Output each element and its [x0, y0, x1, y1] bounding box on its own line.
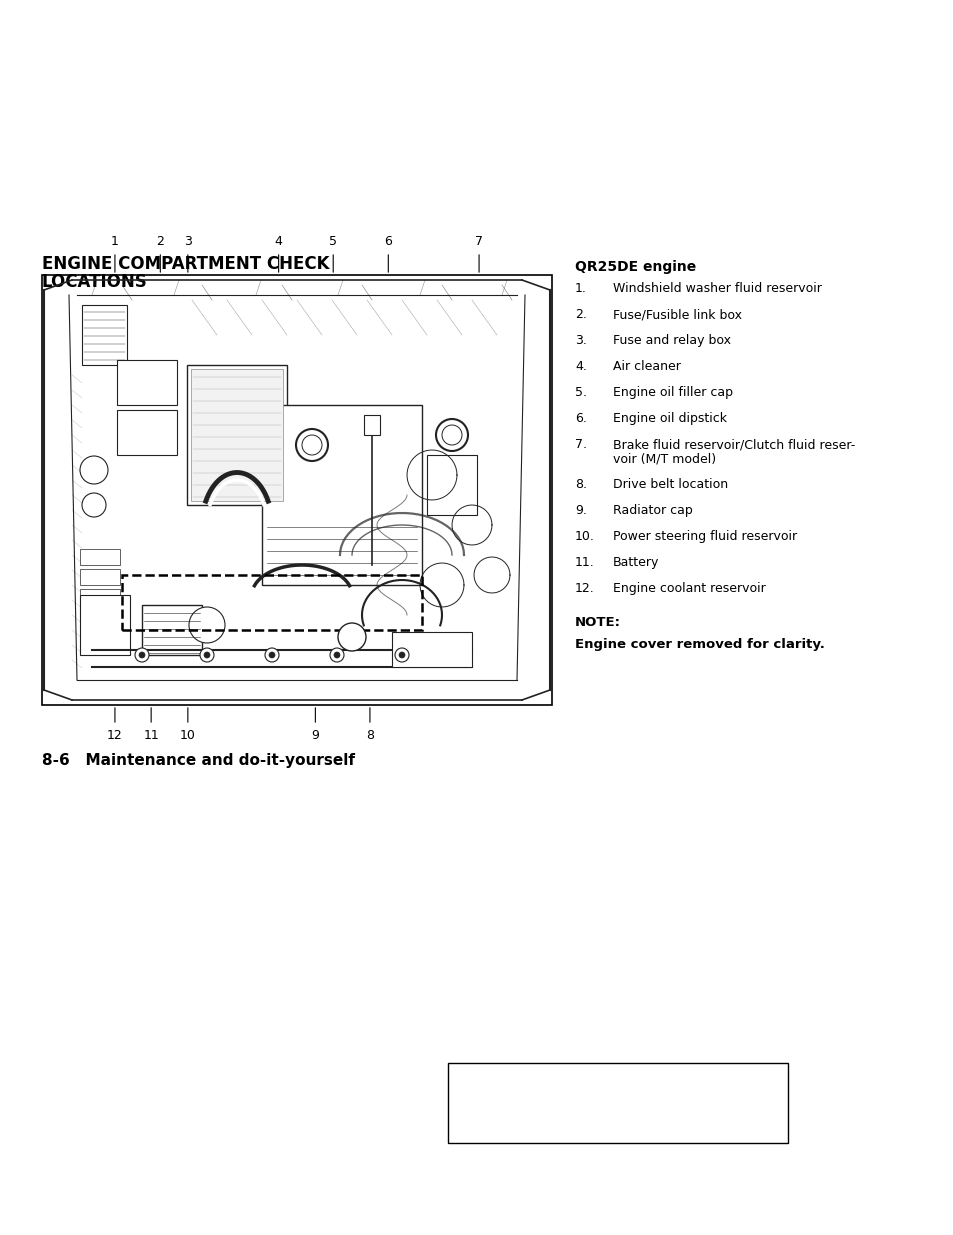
Text: 8: 8 — [366, 729, 374, 742]
Text: 5.: 5. — [575, 387, 586, 399]
Text: 7.: 7. — [575, 438, 586, 451]
Text: 3: 3 — [184, 235, 192, 248]
Text: Fuse and relay box: Fuse and relay box — [613, 333, 730, 347]
Circle shape — [395, 648, 409, 662]
Text: Engine cover removed for clarity.: Engine cover removed for clarity. — [575, 638, 824, 651]
Circle shape — [295, 429, 328, 461]
Bar — [142, 605, 202, 655]
Text: 11.: 11. — [575, 556, 594, 569]
Bar — [117, 359, 177, 405]
Text: 1: 1 — [111, 235, 119, 248]
Text: 9: 9 — [311, 729, 319, 742]
Bar — [392, 632, 472, 667]
Bar — [448, 1063, 787, 1144]
Text: 12: 12 — [107, 729, 123, 742]
Bar — [82, 305, 127, 366]
Text: ENGINE COMPARTMENT CHECK: ENGINE COMPARTMENT CHECK — [42, 254, 329, 273]
Circle shape — [200, 648, 213, 662]
Text: 11: 11 — [143, 729, 159, 742]
Bar — [42, 275, 552, 705]
Text: Fuse/Fusible link box: Fuse/Fusible link box — [613, 308, 741, 321]
Text: 6: 6 — [384, 235, 392, 248]
Bar — [191, 369, 283, 501]
Bar — [80, 589, 120, 605]
Bar — [262, 405, 421, 585]
Circle shape — [398, 652, 405, 658]
Text: Engine oil filler cap: Engine oil filler cap — [613, 387, 732, 399]
Bar — [364, 415, 379, 435]
Text: 8-6   Maintenance and do-it-yourself: 8-6 Maintenance and do-it-yourself — [42, 753, 355, 768]
Text: NOTE:: NOTE: — [575, 616, 620, 629]
Circle shape — [337, 622, 366, 651]
Circle shape — [334, 652, 339, 658]
Circle shape — [269, 652, 274, 658]
Text: Engine coolant reservoir: Engine coolant reservoir — [613, 582, 765, 595]
Text: 2: 2 — [156, 235, 164, 248]
Text: Engine oil dipstick: Engine oil dipstick — [613, 412, 726, 425]
Bar — [187, 366, 287, 505]
Bar — [427, 454, 476, 515]
Circle shape — [436, 419, 468, 451]
Text: 8.: 8. — [575, 478, 586, 492]
Text: Air cleaner: Air cleaner — [613, 359, 680, 373]
Text: 2.: 2. — [575, 308, 586, 321]
Text: LOCATIONS: LOCATIONS — [42, 273, 148, 291]
Bar — [80, 550, 120, 564]
Circle shape — [82, 493, 106, 517]
Text: Battery: Battery — [613, 556, 659, 569]
Text: QR25DE engine: QR25DE engine — [575, 261, 696, 274]
Text: 3.: 3. — [575, 333, 586, 347]
Circle shape — [330, 648, 344, 662]
Text: 10.: 10. — [575, 530, 595, 543]
Text: Windshield washer fluid reservoir: Windshield washer fluid reservoir — [613, 282, 821, 295]
Circle shape — [189, 606, 225, 643]
Text: 4: 4 — [274, 235, 282, 248]
Text: 7: 7 — [475, 235, 482, 248]
Circle shape — [135, 648, 149, 662]
Circle shape — [80, 456, 108, 484]
Bar — [122, 576, 421, 630]
Text: Power steering fluid reservoir: Power steering fluid reservoir — [613, 530, 797, 543]
Text: Drive belt location: Drive belt location — [613, 478, 727, 492]
Text: 4.: 4. — [575, 359, 586, 373]
Bar — [117, 410, 177, 454]
Text: 12.: 12. — [575, 582, 594, 595]
Text: 6.: 6. — [575, 412, 586, 425]
Circle shape — [204, 652, 210, 658]
Bar — [80, 595, 130, 655]
Text: 1.: 1. — [575, 282, 586, 295]
Text: 9.: 9. — [575, 504, 586, 517]
Circle shape — [139, 652, 145, 658]
Bar — [80, 569, 120, 585]
Circle shape — [265, 648, 278, 662]
Text: 5: 5 — [329, 235, 336, 248]
Text: Radiator cap: Radiator cap — [613, 504, 692, 517]
Text: Brake fluid reservoir/Clutch fluid reser-
voir (M/T model): Brake fluid reservoir/Clutch fluid reser… — [613, 438, 854, 466]
Text: 10: 10 — [180, 729, 195, 742]
